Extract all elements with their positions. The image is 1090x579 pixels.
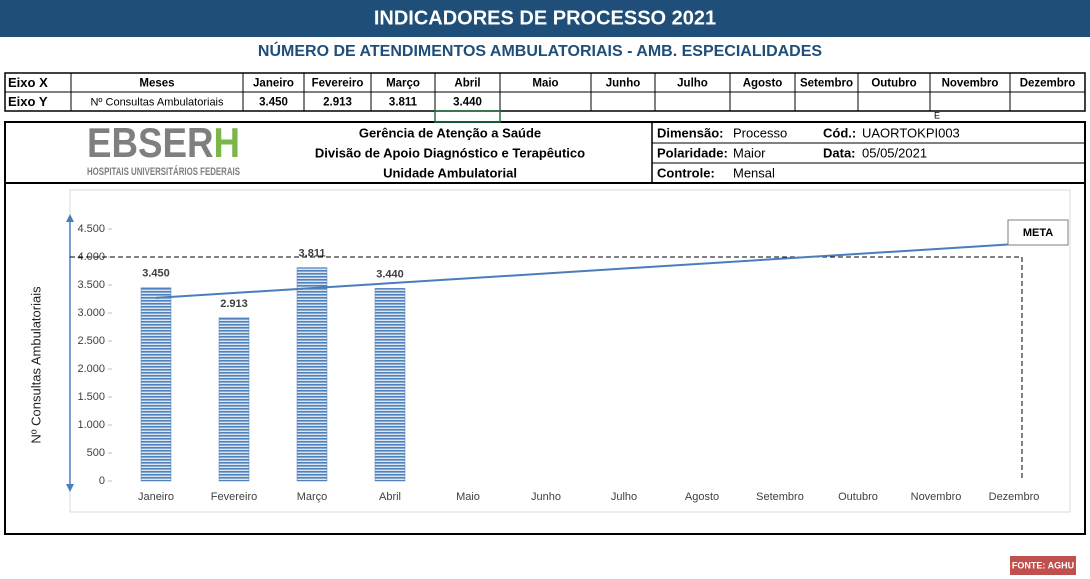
- logo-accent: H: [213, 119, 240, 166]
- footer: FONTE: AGHU: [1012, 560, 1074, 570]
- bar: [374, 288, 406, 482]
- logo-main: EBSER: [87, 119, 213, 166]
- table-cell: Outubro: [871, 78, 916, 90]
- meta-line: [70, 256, 1023, 481]
- field-label: Data:: [823, 145, 856, 160]
- field-label: Polaridade:: [657, 145, 728, 160]
- org-line: Divisão de Apoio Diagnóstico e Terapêuti…: [315, 145, 585, 160]
- x-tick-label: Maio: [456, 491, 480, 503]
- y-tick-label: 2.000: [77, 363, 105, 375]
- table-cell: Julho: [677, 78, 708, 90]
- y-tick-label: 0: [99, 475, 105, 487]
- field-value: Maior: [733, 145, 766, 160]
- table-cell: Junho: [606, 78, 641, 90]
- table-cell: Abril: [454, 78, 480, 90]
- x-tick-label: Setembro: [756, 491, 804, 503]
- table-cell: Fevereiro: [312, 78, 364, 90]
- table-cell: Novembro: [942, 78, 999, 90]
- y-tick-label: 2.500: [77, 335, 105, 347]
- x-tick-label: Março: [297, 491, 328, 503]
- y-tick-label: 4.500: [77, 223, 105, 235]
- field-value: Processo: [733, 125, 787, 140]
- field-label: Cód.:: [823, 125, 856, 140]
- y-tick-label: 1.500: [77, 391, 105, 403]
- x-tick-label: Julho: [611, 491, 637, 503]
- table-cell: Eixo Y: [8, 94, 48, 109]
- chart-box: [4, 182, 1086, 535]
- bar: [140, 287, 172, 482]
- table-cell: 3.440: [453, 97, 482, 109]
- y-tick-label: 1.000: [77, 419, 105, 431]
- table-cell: 3.450: [259, 97, 288, 109]
- x-tick-label: Fevereiro: [211, 491, 257, 503]
- logo: EBSERH: [87, 119, 240, 166]
- field-value: 05/05/2021: [862, 145, 927, 160]
- value-label: 2.913: [220, 298, 248, 310]
- logo-tagline: HOSPITAIS UNIVERSITÁRIOS FEDERAIS: [87, 165, 240, 178]
- org-line: Unidade Ambulatorial: [383, 165, 517, 180]
- table-cell: 3.811: [389, 97, 418, 109]
- meta-box: [1007, 219, 1069, 246]
- table-cell: Agosto: [743, 78, 783, 90]
- y-tick-label: 500: [87, 447, 105, 459]
- stray-mark: E: [934, 110, 940, 120]
- y-tick-label: 3.500: [77, 279, 105, 291]
- title: INDICADORES DE PROCESSO 2021: [374, 7, 716, 29]
- y-tick-label: 3.000: [77, 307, 105, 319]
- table-cell: Março: [386, 78, 420, 90]
- field-value: UAORTOKPI003: [862, 125, 960, 140]
- trend-line: [155, 243, 1015, 299]
- table-cell: Meses: [139, 78, 174, 90]
- y-axis-label: Nº Consultas Ambulatoriais: [28, 286, 43, 444]
- footer-badge: [1010, 556, 1076, 575]
- x-tick-label: Abril: [379, 491, 401, 503]
- table-cell: 2.913: [323, 97, 352, 109]
- table-cell: Dezembro: [1020, 78, 1076, 90]
- table-cell: Eixo X: [8, 75, 48, 90]
- x-tick-label: Janeiro: [138, 491, 174, 503]
- value-label: 3.440: [376, 268, 404, 280]
- field-value: Mensal: [733, 165, 775, 180]
- field-label: Controle:: [657, 165, 715, 180]
- header-bar: [0, 0, 1090, 37]
- x-tick-label: Dezembro: [989, 491, 1040, 503]
- org-line: Gerência de Atenção a Saúde: [359, 125, 541, 140]
- selected-cell: [434, 110, 501, 123]
- table-cell: Janeiro: [253, 78, 294, 90]
- table-cell: Nº Consultas Ambulatoriais: [90, 96, 224, 108]
- x-tick-label: Agosto: [685, 491, 719, 503]
- field-label: Dimensão:: [657, 125, 723, 140]
- subtitle: NÚMERO DE ATENDIMENTOS AMBULATORIAIS - A…: [258, 41, 822, 60]
- y-tick-label: 4.000: [77, 251, 105, 263]
- x-tick-label: Outubro: [838, 491, 878, 503]
- table-cell: Maio: [532, 78, 558, 90]
- value-label: 3.811: [299, 247, 326, 259]
- meta-label: META: [1023, 227, 1053, 239]
- value-label: 3.450: [142, 268, 170, 280]
- x-tick-label: Junho: [531, 491, 561, 503]
- bar: [296, 267, 328, 482]
- bar: [218, 317, 250, 482]
- table-cell: Setembro: [800, 78, 853, 90]
- x-tick-label: Novembro: [911, 491, 962, 503]
